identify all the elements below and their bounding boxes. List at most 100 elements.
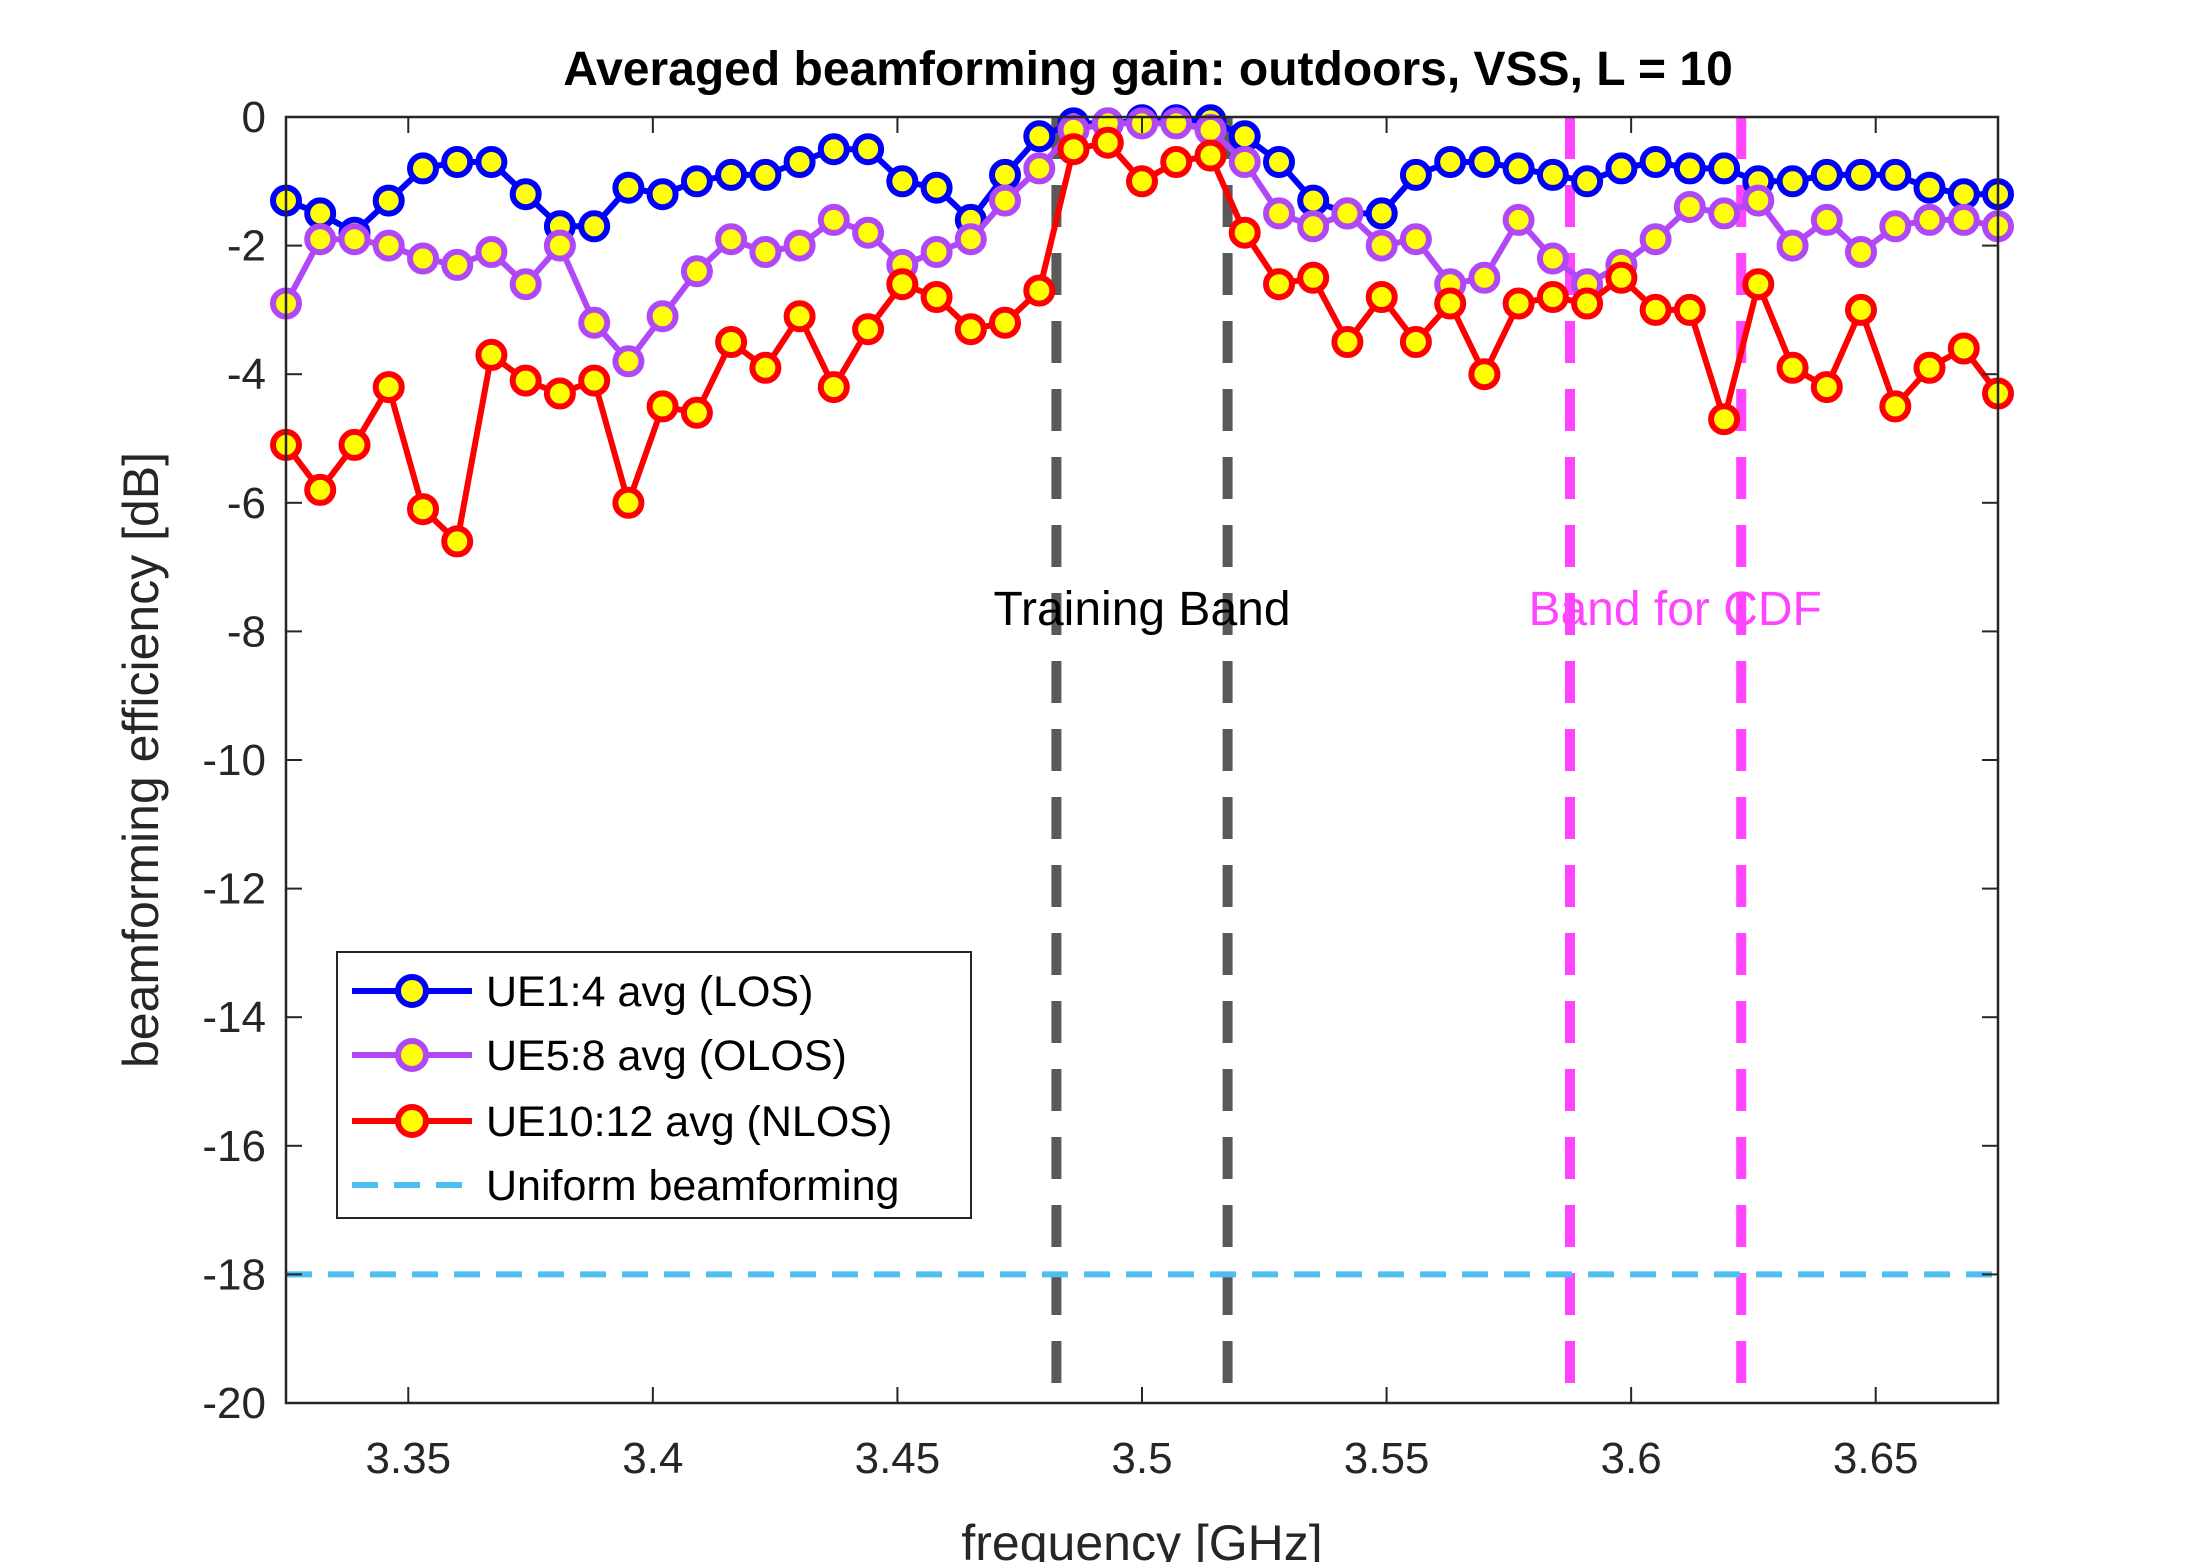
series-0-point-47 bbox=[1879, 158, 1912, 191]
series-0-point-39 bbox=[1605, 152, 1638, 185]
series-1-point-47 bbox=[1879, 210, 1912, 243]
series-2-point-16 bbox=[817, 371, 850, 404]
series-1-point-8 bbox=[543, 229, 576, 262]
series-1-point-9 bbox=[578, 306, 611, 339]
series-2-point-36 bbox=[1502, 287, 1535, 320]
series-1-point-30 bbox=[1297, 210, 1330, 243]
y-tick-label-3: -6 bbox=[227, 479, 266, 528]
series-2-point-15 bbox=[783, 300, 816, 333]
series-0-point-33 bbox=[1399, 158, 1432, 191]
legend-box bbox=[336, 951, 972, 1219]
series-1-point-44 bbox=[1776, 229, 1809, 262]
series-1-point-7 bbox=[509, 268, 542, 301]
series-0-point-12 bbox=[680, 165, 713, 198]
series-0-point-7 bbox=[509, 178, 542, 211]
series-0-point-44 bbox=[1776, 165, 1809, 198]
series-0-point-18 bbox=[886, 165, 919, 198]
x-tick-label-5: 3.6 bbox=[1601, 1434, 1662, 1483]
series-1-point-33 bbox=[1399, 223, 1432, 256]
series-2-point-10 bbox=[612, 486, 645, 519]
y-tick-label-6: -12 bbox=[202, 865, 266, 914]
series-2-point-38 bbox=[1571, 287, 1604, 320]
legend-label-nlos: UE10:12 avg (NLOS) bbox=[486, 1098, 892, 1146]
series-1-point-48 bbox=[1913, 203, 1946, 236]
y-tick-label-9: -18 bbox=[202, 1250, 266, 1299]
series-0-point-22 bbox=[1023, 120, 1056, 153]
y-tick-label-1: -2 bbox=[227, 222, 266, 271]
legend-marker-los bbox=[395, 974, 429, 1008]
series-0-point-37 bbox=[1536, 158, 1569, 191]
series-0-point-14 bbox=[749, 158, 782, 191]
series-2-point-26 bbox=[1160, 146, 1193, 178]
series-2-point-3 bbox=[372, 371, 405, 404]
series-2-point-17 bbox=[852, 313, 885, 346]
legend-item-nlos: UE10:12 avg (NLOS) bbox=[352, 1098, 892, 1146]
series-1-point-10 bbox=[612, 345, 645, 378]
series-2-point-7 bbox=[509, 364, 542, 397]
series-1-point-45 bbox=[1810, 203, 1843, 236]
series-0-point-5 bbox=[441, 146, 474, 178]
y-tick-label-5: -10 bbox=[202, 736, 266, 785]
series-2-point-22 bbox=[1023, 274, 1056, 307]
series-0-point-28 bbox=[1228, 120, 1261, 153]
series-2-point-30 bbox=[1297, 261, 1330, 294]
x-tick-label-6: 3.65 bbox=[1833, 1434, 1919, 1483]
series-2-point-1 bbox=[304, 473, 337, 506]
series-2-point-40 bbox=[1639, 293, 1672, 326]
series-0-point-15 bbox=[783, 146, 816, 178]
series-0-point-42 bbox=[1708, 152, 1741, 185]
x-axis-label: frequency [GHz] bbox=[961, 1515, 1322, 1562]
series-2-point-41 bbox=[1673, 293, 1706, 326]
series-2 bbox=[270, 126, 2014, 558]
series-0-point-34 bbox=[1434, 146, 1467, 178]
series-2-point-31 bbox=[1331, 326, 1364, 358]
series-0-point-1 bbox=[304, 197, 337, 230]
series-0-point-10 bbox=[612, 171, 645, 204]
series-0-point-38 bbox=[1571, 165, 1604, 198]
series-1-point-21 bbox=[989, 184, 1021, 217]
series-0-point-17 bbox=[852, 133, 885, 166]
y-axis-label: beamforming efficiency [dB] bbox=[113, 452, 169, 1068]
series-1-point-12 bbox=[680, 255, 713, 288]
series-0-point-3 bbox=[372, 184, 405, 217]
series-1-point-19 bbox=[920, 236, 953, 268]
x-tick-label-4: 3.55 bbox=[1344, 1434, 1430, 1483]
series-2-point-11 bbox=[646, 390, 679, 423]
series-0-point-9 bbox=[578, 210, 611, 243]
chart-title: Averaged beamforming gain: outdoors, VSS… bbox=[563, 43, 1733, 96]
series-2-point-47 bbox=[1879, 390, 1912, 423]
series-1-point-16 bbox=[817, 203, 850, 236]
series-2-point-46 bbox=[1845, 293, 1877, 326]
series-0-point-32 bbox=[1365, 197, 1398, 230]
series-2-point-29 bbox=[1263, 268, 1295, 301]
annotation-band-for-cdf: Band for CDF bbox=[1528, 583, 1821, 636]
series-2-point-43 bbox=[1742, 268, 1775, 301]
series-1-point-27 bbox=[1194, 113, 1227, 146]
y-tick-label-2: -4 bbox=[227, 350, 266, 399]
series-1-point-41 bbox=[1673, 191, 1706, 223]
series-1-point-37 bbox=[1536, 242, 1569, 275]
legend-label-los: UE1:4 avg (LOS) bbox=[486, 968, 813, 1016]
series-2-point-32 bbox=[1365, 281, 1398, 313]
series-0-point-29 bbox=[1263, 146, 1295, 178]
series-0-point-21 bbox=[989, 158, 1021, 191]
series-2-point-12 bbox=[680, 396, 713, 429]
series-0-point-13 bbox=[715, 158, 748, 191]
x-tick-label-3: 3.5 bbox=[1111, 1434, 1172, 1483]
series-2-point-18 bbox=[886, 268, 919, 301]
series-1-point-15 bbox=[783, 229, 816, 262]
legend: UE1:4 avg (LOS) UE5:8 avg (OLOS) UE10:12… bbox=[336, 951, 972, 1219]
series-2-point-44 bbox=[1776, 351, 1809, 384]
series-2-point-25 bbox=[1126, 165, 1158, 198]
series-2-point-6 bbox=[475, 338, 508, 371]
series-0-point-4 bbox=[407, 152, 439, 185]
series-1-point-4 bbox=[407, 242, 439, 275]
series-1-point-13 bbox=[715, 223, 748, 256]
series-1-point-5 bbox=[441, 248, 474, 281]
series-2-point-28 bbox=[1228, 216, 1261, 249]
series-1-point-22 bbox=[1023, 152, 1056, 185]
legend-marker-nlos bbox=[395, 1104, 429, 1138]
series-1-point-43 bbox=[1742, 184, 1775, 217]
series-0-point-6 bbox=[475, 146, 508, 178]
